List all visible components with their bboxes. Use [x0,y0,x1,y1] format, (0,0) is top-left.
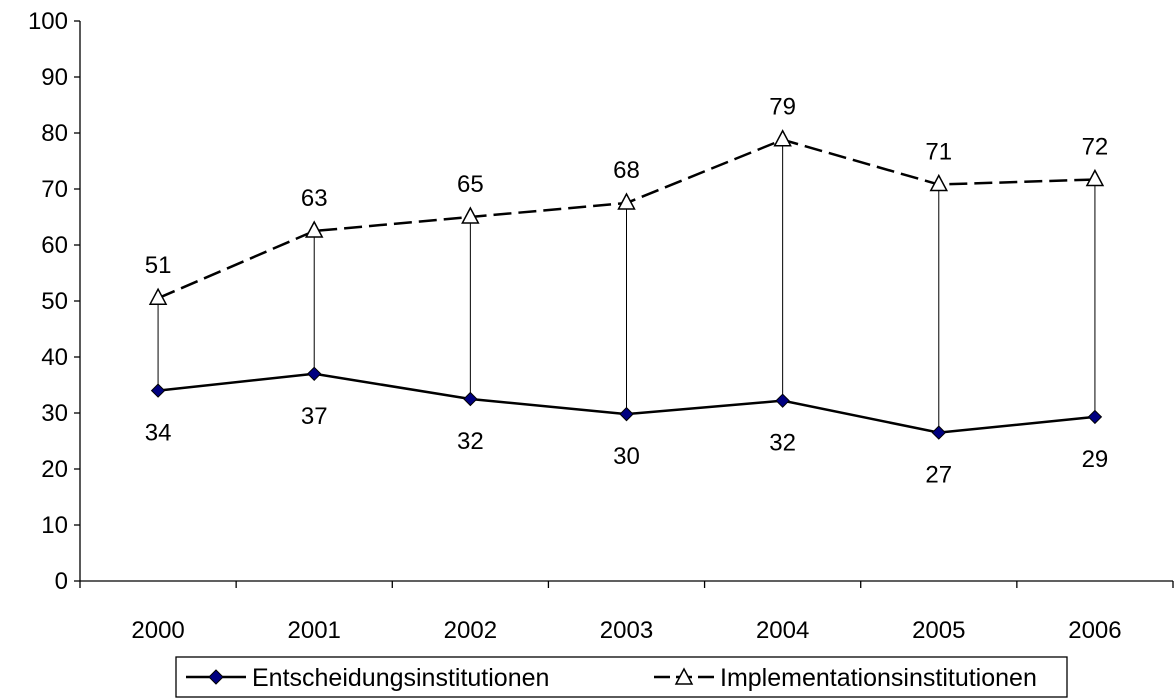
diamond-marker [931,425,946,440]
drop-lines [157,139,1096,433]
data-label-implementation: 79 [769,94,796,121]
triangle-marker [148,287,168,305]
x-tick-label: 2005 [912,617,965,644]
y-tick-label: 20 [41,456,68,483]
data-label-implementation: 68 [613,157,640,184]
x-tick-label: 2000 [131,617,184,644]
legend-triangle-marker-icon [674,667,694,685]
diamond-marker [307,366,322,382]
y-tick-label: 80 [41,120,68,147]
data-label-implementation: 65 [457,171,484,198]
y-tick-label: 100 [28,8,68,35]
x-tick-label: 2002 [444,617,497,644]
data-labels: 34 37 32 30 32 27 29 51 63 65 68 79 71 72 [145,94,1109,489]
y-tick-label: 0 [55,568,68,595]
triangle-marker [461,206,480,224]
y-tick-label: 50 [41,288,68,315]
legend: Entscheidungsinstitutionen Implementatio… [175,656,1068,698]
diamond-marker [1087,409,1103,425]
data-label-implementation: 63 [301,185,328,212]
legend-box [175,656,1068,698]
data-label-entscheidung: 29 [1082,446,1109,473]
y-tick-label: 90 [41,64,68,91]
legend-label-implementation: Implementationsinstitutionen [720,664,1037,692]
triangle-marker [929,173,949,192]
y-tick-label: 70 [41,176,68,203]
legend-diamond-marker-icon [208,669,224,685]
triangle-marker [1085,168,1105,187]
x-axis-ticks: 2000 2001 2002 2003 2004 2005 2006 [79,581,1174,644]
diamond-marker [619,406,634,422]
data-label-entscheidung: 37 [301,403,328,430]
data-label-implementation: 71 [925,139,952,166]
x-tick-label: 2004 [756,617,809,644]
triangle-marker [773,129,792,147]
data-label-entscheidung: 30 [613,443,640,470]
legend-item-entscheidungsinstitutionen: Entscheidungsinstitutionen [186,664,549,692]
triangle-marker [304,220,324,238]
y-tick-label: 40 [41,344,68,371]
data-label-entscheidung: 32 [457,428,484,455]
legend-item-implementationsinstitutionen: Implementationsinstitutionen [654,664,1037,692]
triangle-marker [617,192,636,210]
diamond-marker [463,391,478,407]
series-markers [148,129,1105,440]
x-tick-label: 2003 [600,617,653,644]
diamond-marker [150,383,166,398]
diamond-marker [775,393,790,408]
data-label-entscheidung: 27 [925,462,952,489]
y-tick-label: 30 [41,400,68,427]
y-axis-ticks: 0 10 20 30 40 50 60 70 80 90 100 [28,8,80,595]
data-label-implementation: 72 [1082,133,1109,160]
y-tick-label: 60 [41,232,68,259]
x-tick-label: 2006 [1068,617,1121,644]
data-label-entscheidung: 34 [145,420,172,447]
data-label-entscheidung: 32 [769,430,796,457]
data-label-implementation: 51 [145,252,172,279]
x-tick-label: 2001 [288,617,341,644]
y-tick-label: 10 [41,512,68,539]
legend-label-entscheidung: Entscheidungsinstitutionen [252,664,549,692]
